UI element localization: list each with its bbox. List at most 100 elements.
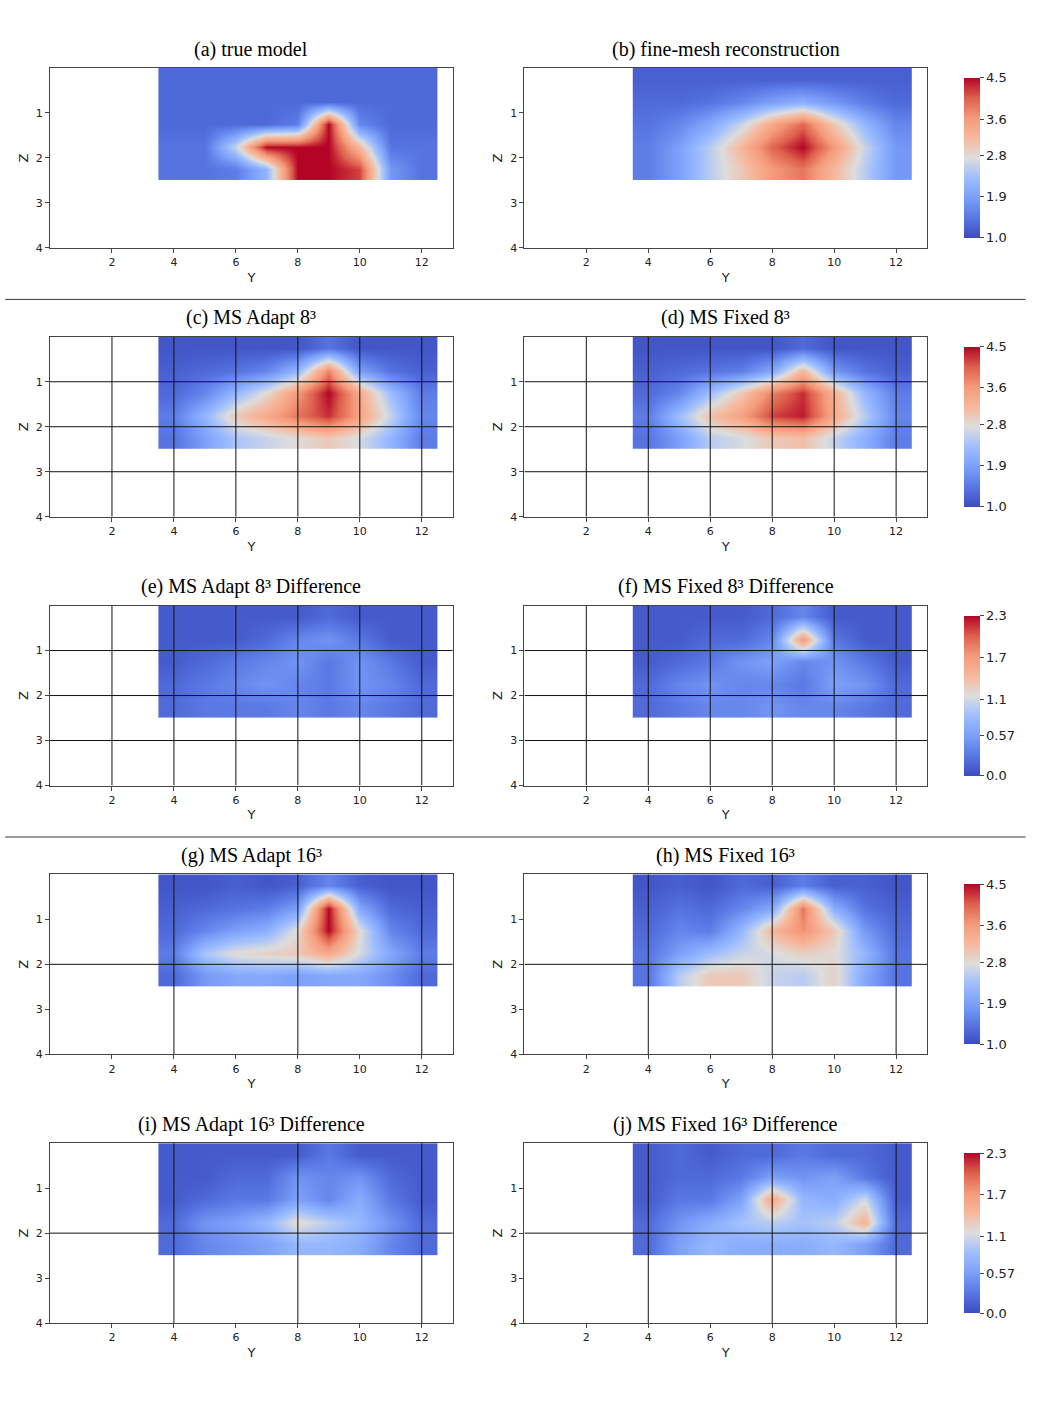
svg-text:6: 6 (707, 256, 714, 269)
svg-text:1.9: 1.9 (986, 458, 1007, 473)
svg-text:6: 6 (707, 1063, 714, 1076)
svg-text:4: 4 (510, 1048, 517, 1061)
svg-text:6: 6 (232, 256, 239, 269)
svg-text:1: 1 (36, 376, 43, 389)
svg-text:4: 4 (510, 511, 517, 524)
svg-text:(g) MS Adapt 16³: (g) MS Adapt 16³ (181, 844, 322, 867)
svg-text:Z: Z (16, 153, 31, 162)
svg-text:4: 4 (170, 1063, 177, 1076)
svg-text:(f) MS Fixed 8³ Difference: (f) MS Fixed 8³ Difference (618, 575, 834, 598)
svg-text:3.6: 3.6 (986, 380, 1007, 395)
svg-text:4: 4 (645, 256, 652, 269)
svg-text:3: 3 (36, 734, 43, 747)
svg-text:(b) fine-mesh reconstruction: (b) fine-mesh reconstruction (612, 38, 840, 61)
svg-text:6: 6 (232, 525, 239, 538)
svg-text:12: 12 (889, 1331, 903, 1344)
svg-text:1: 1 (510, 1182, 517, 1195)
svg-text:3: 3 (510, 734, 517, 747)
svg-text:10: 10 (827, 794, 841, 807)
svg-text:3: 3 (510, 466, 517, 479)
svg-text:6: 6 (232, 1331, 239, 1344)
svg-text:8: 8 (294, 256, 301, 269)
svg-text:6: 6 (232, 1063, 239, 1076)
svg-text:4: 4 (36, 1317, 43, 1330)
svg-text:8: 8 (769, 1063, 776, 1076)
svg-text:1: 1 (36, 913, 43, 926)
svg-text:Y: Y (246, 1076, 255, 1091)
svg-text:1.7: 1.7 (986, 650, 1007, 665)
svg-text:1: 1 (36, 107, 43, 120)
svg-text:8: 8 (769, 256, 776, 269)
svg-text:Y: Y (721, 1076, 730, 1091)
svg-text:(c) MS Adapt 8³: (c) MS Adapt 8³ (186, 306, 316, 329)
svg-text:3: 3 (510, 197, 517, 210)
svg-text:12: 12 (415, 794, 429, 807)
svg-text:(j) MS Fixed 16³ Difference: (j) MS Fixed 16³ Difference (613, 1113, 838, 1136)
svg-text:Y: Y (721, 807, 730, 822)
svg-text:1.0: 1.0 (986, 230, 1007, 245)
svg-text:8: 8 (769, 794, 776, 807)
svg-text:12: 12 (889, 256, 903, 269)
svg-text:12: 12 (889, 794, 903, 807)
svg-text:3: 3 (36, 466, 43, 479)
svg-text:Y: Y (721, 270, 730, 285)
svg-text:2: 2 (510, 152, 517, 165)
svg-text:1.0: 1.0 (986, 1037, 1007, 1052)
svg-text:1.9: 1.9 (986, 189, 1007, 204)
svg-text:3.6: 3.6 (986, 918, 1007, 933)
svg-text:2.8: 2.8 (986, 955, 1007, 970)
svg-text:4: 4 (36, 779, 43, 792)
svg-text:Z: Z (16, 1229, 31, 1238)
svg-text:8: 8 (294, 525, 301, 538)
svg-text:4: 4 (510, 1317, 517, 1330)
svg-text:(a) true model: (a) true model (194, 38, 308, 61)
svg-text:2: 2 (510, 421, 517, 434)
svg-text:3: 3 (36, 197, 43, 210)
svg-text:Y: Y (246, 1345, 255, 1360)
svg-text:Y: Y (246, 539, 255, 554)
svg-text:1: 1 (510, 913, 517, 926)
svg-text:10: 10 (353, 794, 367, 807)
svg-text:4: 4 (36, 242, 43, 255)
svg-text:3: 3 (510, 1272, 517, 1285)
svg-text:3: 3 (510, 1003, 517, 1016)
svg-text:12: 12 (415, 256, 429, 269)
svg-text:Y: Y (721, 539, 730, 554)
svg-text:2: 2 (583, 525, 590, 538)
svg-text:8: 8 (769, 525, 776, 538)
svg-text:3.6: 3.6 (986, 112, 1007, 127)
svg-text:2: 2 (108, 1331, 115, 1344)
svg-text:4: 4 (645, 1063, 652, 1076)
svg-text:4: 4 (645, 794, 652, 807)
svg-text:0.0: 0.0 (986, 768, 1007, 783)
svg-text:4: 4 (170, 525, 177, 538)
svg-text:10: 10 (827, 1331, 841, 1344)
svg-text:(e) MS Adapt 8³ Difference: (e) MS Adapt 8³ Difference (141, 575, 361, 598)
svg-text:Z: Z (490, 153, 505, 162)
svg-text:Y: Y (721, 1345, 730, 1360)
svg-text:1.9: 1.9 (986, 996, 1007, 1011)
svg-text:1: 1 (36, 1182, 43, 1195)
svg-text:(h) MS Fixed 16³: (h) MS Fixed 16³ (656, 844, 795, 867)
svg-text:1: 1 (36, 644, 43, 657)
svg-text:Z: Z (490, 691, 505, 700)
svg-text:10: 10 (353, 525, 367, 538)
svg-text:10: 10 (353, 1331, 367, 1344)
svg-text:(d) MS Fixed 8³: (d) MS Fixed 8³ (661, 306, 790, 329)
svg-text:4.5: 4.5 (986, 70, 1007, 85)
svg-text:2: 2 (510, 958, 517, 971)
svg-text:4: 4 (36, 1048, 43, 1061)
svg-text:4: 4 (645, 1331, 652, 1344)
svg-text:1: 1 (510, 107, 517, 120)
svg-text:2: 2 (108, 525, 115, 538)
svg-text:2.8: 2.8 (986, 417, 1007, 432)
svg-text:Z: Z (490, 422, 505, 431)
svg-text:4.5: 4.5 (986, 339, 1007, 354)
svg-text:10: 10 (827, 1063, 841, 1076)
svg-text:2: 2 (36, 958, 43, 971)
svg-text:10: 10 (353, 256, 367, 269)
svg-text:3: 3 (36, 1272, 43, 1285)
svg-text:Z: Z (16, 422, 31, 431)
svg-text:Y: Y (246, 807, 255, 822)
svg-text:2: 2 (510, 1227, 517, 1240)
